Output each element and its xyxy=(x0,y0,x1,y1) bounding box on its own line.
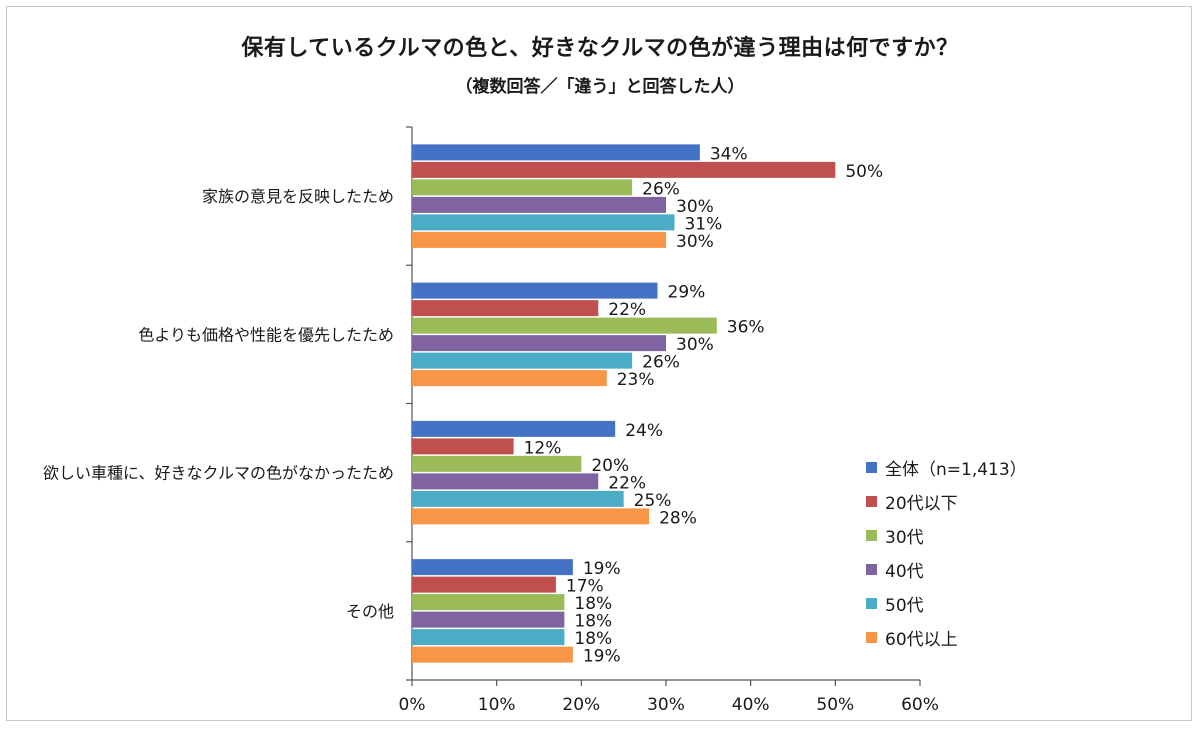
bar xyxy=(412,576,556,593)
data-label: 23% xyxy=(617,370,655,390)
legend-item: 全体（n=1,413） xyxy=(866,450,1027,484)
bar xyxy=(412,646,573,663)
chart-title: 保有しているクルマの色と、好きなクルマの色が違う理由は何ですか？ xyxy=(241,36,959,61)
legend-item: 60代以上 xyxy=(866,620,1027,654)
data-label: 19% xyxy=(583,559,621,579)
legend-swatch xyxy=(866,529,877,541)
bar xyxy=(412,335,666,352)
chart-legend: 全体（n=1,413） 20代以下 30代 40代 50代 60代以上 xyxy=(866,450,1027,654)
data-label: 26% xyxy=(642,179,680,199)
bar xyxy=(412,455,582,472)
x-tick-label: 50% xyxy=(816,695,854,715)
legend-label: 60代以上 xyxy=(885,629,958,650)
data-label: 19% xyxy=(583,647,621,667)
legend-swatch xyxy=(866,631,877,643)
bar xyxy=(412,473,599,490)
data-label: 24% xyxy=(625,421,663,441)
data-label: 18% xyxy=(574,612,612,632)
bar xyxy=(412,438,514,455)
data-label: 50% xyxy=(845,162,883,182)
bar xyxy=(412,300,599,317)
data-label: 30% xyxy=(676,335,714,355)
bar xyxy=(412,352,633,369)
data-label: 34% xyxy=(710,144,748,164)
x-tick-label: 30% xyxy=(647,695,685,715)
data-label: 31% xyxy=(684,214,722,234)
x-tick-label: 60% xyxy=(901,695,939,715)
legend-label: 30代 xyxy=(885,527,924,548)
bar xyxy=(412,594,565,611)
data-label: 20% xyxy=(591,456,629,476)
bar xyxy=(412,282,658,299)
bar xyxy=(412,161,836,178)
chart-subtitle: （複数回答／「違う」と回答した人） xyxy=(455,77,745,97)
legend-label: 40代 xyxy=(885,561,924,582)
bar xyxy=(412,317,717,334)
legend-swatch xyxy=(866,461,877,473)
category-label: 家族の意見を反映したため xyxy=(202,187,394,206)
legend-item: 40代 xyxy=(866,552,1027,586)
legend-swatch xyxy=(866,563,877,575)
bar xyxy=(412,196,666,213)
legend-label: 全体（n=1,413） xyxy=(885,459,1027,480)
x-tick-label: 0% xyxy=(399,695,426,715)
legend-swatch xyxy=(866,597,877,609)
bar xyxy=(412,490,624,507)
legend-swatch xyxy=(866,495,877,507)
data-label: 25% xyxy=(634,491,672,511)
legend-label: 20代以下 xyxy=(885,493,958,514)
data-label: 26% xyxy=(642,353,680,373)
data-label: 30% xyxy=(676,232,714,252)
legend-item: 20代以下 xyxy=(866,484,1027,518)
data-label: 36% xyxy=(727,318,765,338)
data-label: 28% xyxy=(659,508,697,528)
data-label: 30% xyxy=(676,197,714,217)
bar xyxy=(412,179,633,196)
data-label: 22% xyxy=(608,473,646,493)
data-label: 29% xyxy=(668,283,706,303)
data-label: 18% xyxy=(574,629,612,649)
legend-item: 30代 xyxy=(866,518,1027,552)
bar xyxy=(412,508,650,525)
category-label: 色よりも価格や性能を優先したため xyxy=(138,325,394,344)
x-tick-label: 20% xyxy=(562,695,600,715)
data-label: 22% xyxy=(608,300,646,320)
bar xyxy=(412,420,616,437)
bar xyxy=(412,370,607,387)
data-label: 17% xyxy=(566,577,604,597)
category-label: 欲しい車種に、好きなクルマの色がなかったため xyxy=(43,464,394,483)
data-label: 18% xyxy=(574,594,612,614)
legend-label: 50代 xyxy=(885,595,924,616)
x-tick-label: 40% xyxy=(732,695,770,715)
bar xyxy=(412,559,573,576)
legend-item: 50代 xyxy=(866,586,1027,620)
bar xyxy=(412,629,565,646)
bar xyxy=(412,214,675,231)
data-label: 12% xyxy=(524,438,562,458)
bar xyxy=(412,611,565,628)
x-tick-label: 10% xyxy=(478,695,516,715)
bar xyxy=(412,144,700,161)
bar xyxy=(412,231,666,248)
category-label: その他 xyxy=(346,602,394,621)
